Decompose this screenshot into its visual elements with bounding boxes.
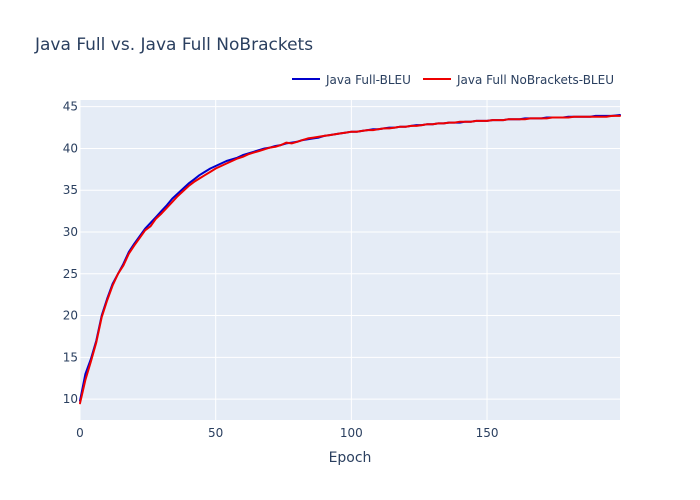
y-tick-label: 10 (63, 392, 78, 406)
y-tick-label: 20 (63, 309, 78, 323)
y-tick-label: 40 (63, 141, 78, 155)
legend-item-java-full-nobrackets[interactable]: Java Full NoBrackets-BLEU (423, 73, 614, 87)
legend-label-java-full: Java Full-BLEU (325, 73, 411, 87)
x-axis-ticks: 0 50 100 150 (76, 426, 498, 440)
gridlines (79, 100, 620, 420)
x-axis-title: Epoch (329, 450, 372, 466)
x-tick-label: 100 (340, 426, 363, 440)
y-tick-label: 30 (63, 225, 78, 239)
y-tick-label: 35 (63, 183, 78, 197)
y-axis-ticks: 10 15 20 25 30 35 40 45 (63, 100, 78, 406)
series-lines (79, 114, 621, 405)
y-tick-label: 15 (63, 350, 78, 364)
series-line-java-full-nobrackets (79, 114, 621, 405)
legend-item-java-full[interactable]: Java Full-BLEU (292, 73, 411, 87)
chart-title: Java Full vs. Java Full NoBrackets (34, 35, 313, 55)
legend: Java Full-BLEU Java Full NoBrackets-BLEU (292, 73, 614, 87)
legend-label-java-full-nobrackets: Java Full NoBrackets-BLEU (456, 73, 614, 87)
x-tick-label: 50 (208, 426, 223, 440)
plot-area (80, 100, 620, 420)
y-tick-label: 45 (63, 100, 78, 114)
y-tick-label: 25 (63, 267, 78, 281)
x-tick-label: 150 (476, 426, 499, 440)
x-tick-label: 0 (76, 426, 84, 440)
